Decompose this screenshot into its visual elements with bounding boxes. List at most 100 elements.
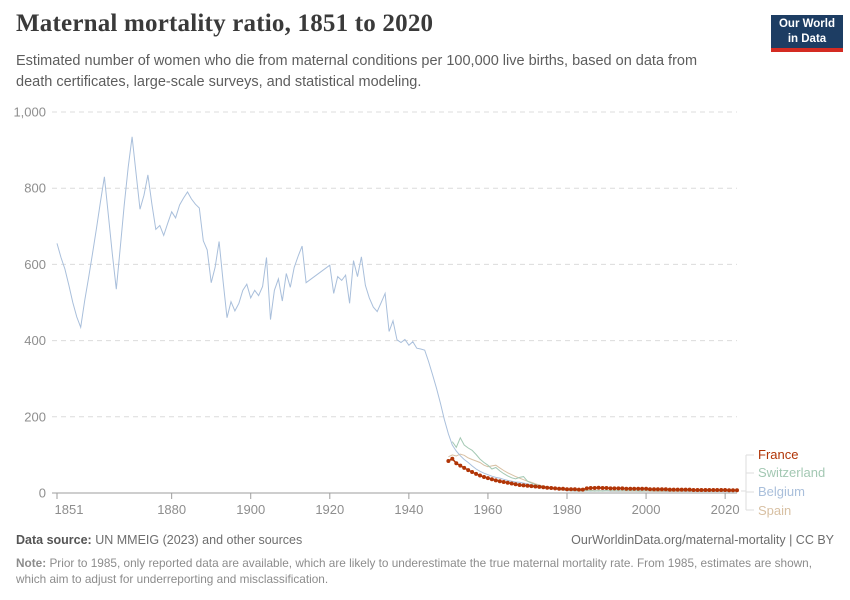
series-line-switzerland[interactable]	[451, 436, 737, 492]
owid-logo-line1: Our World	[778, 17, 835, 30]
data-point-france[interactable]	[485, 476, 490, 481]
y-tick-label: 1,000	[13, 105, 46, 120]
data-point-france[interactable]	[644, 486, 649, 491]
x-tick-label: 1900	[236, 502, 265, 517]
data-point-france[interactable]	[711, 488, 716, 492]
data-point-france[interactable]	[565, 487, 569, 492]
data-point-france[interactable]	[458, 463, 463, 468]
data-point-france[interactable]	[632, 486, 637, 491]
chart-area: 0 200 400 600 800 1,000 1851 1880 1900 1920 1940 19…	[0, 92, 850, 542]
data-point-france[interactable]	[545, 485, 550, 490]
data-point-france[interactable]	[652, 487, 656, 492]
data-point-france[interactable]	[604, 486, 609, 490]
data-point-france[interactable]	[616, 486, 621, 491]
x-tick-label: 1920	[315, 502, 344, 517]
chart-canvas[interactable]: 0 200 400 600 800 1,000 1851 1880 1900 1920 1940 19…	[0, 92, 850, 542]
series-line-spain[interactable]	[448, 453, 737, 492]
data-point-france[interactable]	[474, 471, 479, 476]
data-point-france[interactable]	[596, 485, 601, 490]
footer-source-row: Data source: UN MMEIG (2023) and other s…	[16, 533, 834, 547]
data-point-france[interactable]	[699, 488, 704, 492]
data-point-france[interactable]	[466, 468, 471, 473]
data-point-france[interactable]	[707, 488, 712, 492]
data-point-france[interactable]	[648, 487, 652, 492]
data-point-france[interactable]	[691, 488, 696, 492]
data-point-france[interactable]	[640, 486, 645, 491]
data-point-france[interactable]	[501, 480, 506, 484]
y-tick-label: 800	[24, 181, 46, 196]
data-point-france[interactable]	[462, 465, 467, 470]
x-tick-label: 1960	[473, 502, 502, 517]
data-point-france[interactable]	[592, 486, 597, 490]
data-point-france[interactable]	[608, 486, 613, 491]
data-point-france[interactable]	[727, 488, 732, 493]
series-line-france[interactable]	[448, 457, 737, 492]
data-point-france[interactable]	[620, 486, 625, 491]
data-point-france[interactable]	[655, 487, 660, 492]
data-source-label: Data source:	[16, 533, 92, 547]
data-point-france[interactable]	[612, 486, 617, 491]
data-point-france[interactable]	[675, 487, 680, 492]
data-point-france[interactable]	[703, 488, 708, 492]
data-point-france[interactable]	[580, 487, 585, 492]
data-point-france[interactable]	[679, 487, 684, 492]
data-point-france[interactable]	[628, 486, 633, 491]
data-point-france[interactable]	[553, 486, 558, 491]
data-point-france[interactable]	[470, 470, 475, 474]
data-point-france[interactable]	[569, 487, 573, 492]
data-point-france[interactable]	[695, 488, 700, 492]
data-point-france[interactable]	[667, 487, 672, 492]
y-tick-label: 600	[24, 257, 46, 272]
data-point-france[interactable]	[600, 486, 605, 490]
data-point-france[interactable]	[719, 488, 724, 492]
data-point-france[interactable]	[663, 487, 668, 492]
data-point-france[interactable]	[671, 487, 676, 492]
data-point-france[interactable]	[505, 480, 510, 485]
x-tick-label: 2000	[632, 502, 661, 517]
footer-note: Note: Prior to 1985, only reported data …	[16, 555, 818, 588]
data-point-france[interactable]	[513, 482, 518, 487]
data-point-france[interactable]	[517, 483, 522, 487]
data-point-france[interactable]	[624, 486, 629, 491]
data-point-france[interactable]	[561, 486, 565, 491]
data-point-france[interactable]	[683, 487, 688, 492]
legend-item-france[interactable]: France	[758, 447, 799, 462]
owid-logo[interactable]: Our World in Data	[771, 15, 843, 52]
data-point-france[interactable]	[576, 487, 581, 492]
data-point-france[interactable]	[723, 488, 728, 492]
data-point-france[interactable]	[537, 484, 542, 489]
data-point-france[interactable]	[521, 483, 526, 488]
legend-item-switzerland[interactable]: Switzerland	[758, 465, 826, 480]
data-point-france[interactable]	[493, 478, 498, 483]
data-point-france[interactable]	[497, 479, 502, 484]
series-line-belgium[interactable]	[56, 136, 737, 492]
data-point-france[interactable]	[557, 486, 562, 491]
legend-item-spain[interactable]: Spain	[758, 503, 792, 518]
data-point-france[interactable]	[454, 461, 459, 466]
data-point-france[interactable]	[687, 487, 692, 492]
x-tick-label: 1851	[55, 502, 84, 517]
data-point-france[interactable]	[529, 484, 534, 489]
data-point-france[interactable]	[549, 486, 554, 490]
data-point-france[interactable]	[735, 488, 739, 493]
data-point-france[interactable]	[489, 477, 494, 482]
data-point-france[interactable]	[584, 486, 589, 491]
legend-item-belgium[interactable]: Belgium	[758, 484, 805, 499]
data-point-france[interactable]	[731, 488, 735, 493]
data-point-france[interactable]	[525, 483, 530, 488]
data-point-france[interactable]	[659, 487, 664, 492]
data-point-france[interactable]	[572, 487, 577, 492]
chart-subtitle: Estimated number of women who die from m…	[16, 53, 698, 90]
data-point-france[interactable]	[478, 473, 482, 478]
data-point-france[interactable]	[636, 486, 641, 491]
owid-citation-link[interactable]: OurWorldinData.org/maternal-mortality | …	[571, 533, 834, 547]
data-point-france[interactable]	[482, 475, 486, 479]
data-point-france[interactable]	[541, 485, 546, 490]
data-point-france[interactable]	[446, 459, 451, 463]
data-point-france[interactable]	[588, 486, 593, 490]
data-point-france[interactable]	[533, 484, 538, 489]
note-label: Note:	[16, 556, 47, 570]
data-point-france[interactable]	[509, 481, 514, 486]
data-point-france[interactable]	[450, 456, 455, 461]
data-point-france[interactable]	[715, 488, 720, 492]
